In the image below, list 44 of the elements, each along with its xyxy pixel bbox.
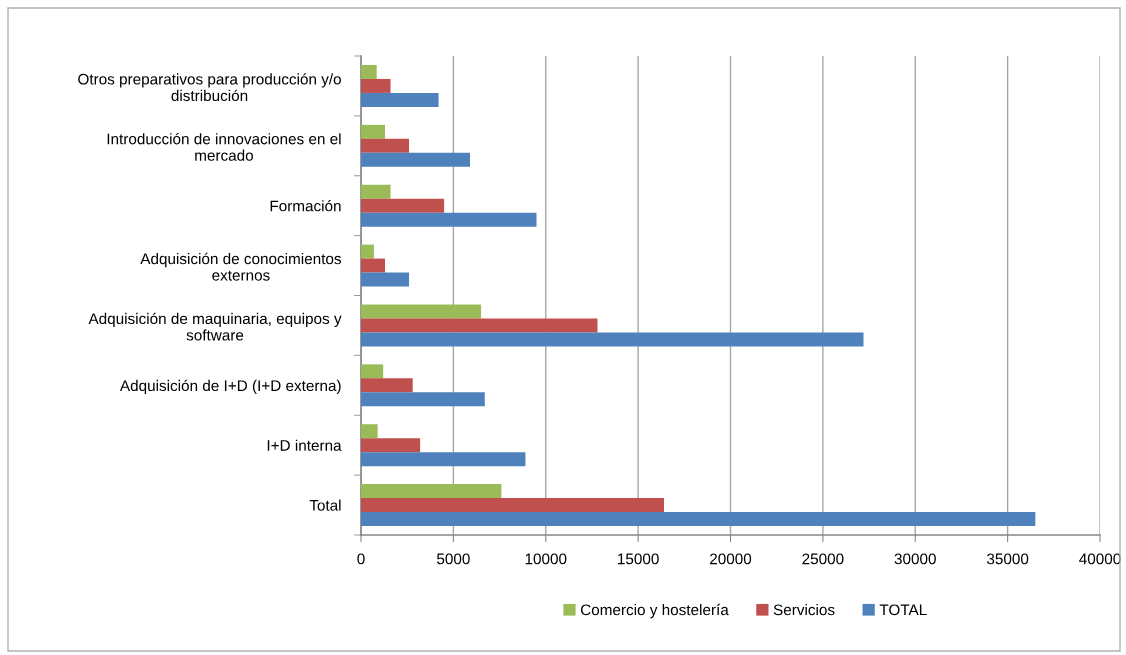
bar — [361, 272, 410, 287]
y-tick-label: Otros preparativos para producción y/o distribución — [78, 73, 341, 102]
y-tick-label: Total — [309, 499, 341, 511]
bar — [361, 304, 482, 319]
bar — [361, 92, 439, 107]
x-tick-label: 35000 — [986, 553, 1029, 565]
bar — [361, 184, 391, 199]
y-tick-label: Introducción de innovaciones en el mercado — [107, 132, 341, 161]
y-tick-label: Adquisición de maquinaria, equipos y software — [88, 312, 342, 341]
x-tick-label: 40000 — [1079, 553, 1121, 565]
bar — [361, 484, 502, 499]
bar — [361, 378, 413, 393]
bar — [361, 244, 374, 259]
bar — [361, 498, 664, 513]
bar — [361, 424, 378, 439]
legend-label: Comercio y hostelería — [580, 603, 729, 619]
y-tick-label: Adquisición de conocimientos externos — [140, 252, 342, 281]
bar — [361, 152, 470, 167]
x-tick-label: 0 — [357, 553, 365, 565]
bar — [361, 198, 445, 213]
bar — [361, 392, 485, 407]
bar — [361, 512, 1036, 527]
bar — [361, 452, 526, 467]
y-tick-label: Formación — [270, 199, 341, 212]
x-tick-label: 5000 — [436, 553, 470, 565]
x-tick-label: 15000 — [618, 553, 659, 565]
x-tick-label: 30000 — [894, 553, 936, 565]
bar — [361, 212, 537, 227]
y-tick-label: Adquisición de I+D (I+D externa) — [119, 379, 341, 395]
bar — [361, 318, 598, 333]
bar — [361, 364, 384, 379]
x-tick-label: 25000 — [802, 553, 844, 565]
bar — [361, 64, 377, 79]
bar — [361, 138, 410, 153]
legend-label: TOTAL — [879, 604, 927, 616]
bar — [361, 78, 391, 93]
legend-label: Servicios — [773, 604, 835, 616]
x-tick-label: 20000 — [710, 553, 752, 565]
y-tick-label: I+D interna — [267, 439, 342, 451]
bar — [361, 258, 386, 273]
x-tick-label: 10000 — [525, 553, 567, 565]
bar — [361, 124, 386, 139]
bar — [361, 438, 421, 453]
bar — [361, 332, 864, 347]
